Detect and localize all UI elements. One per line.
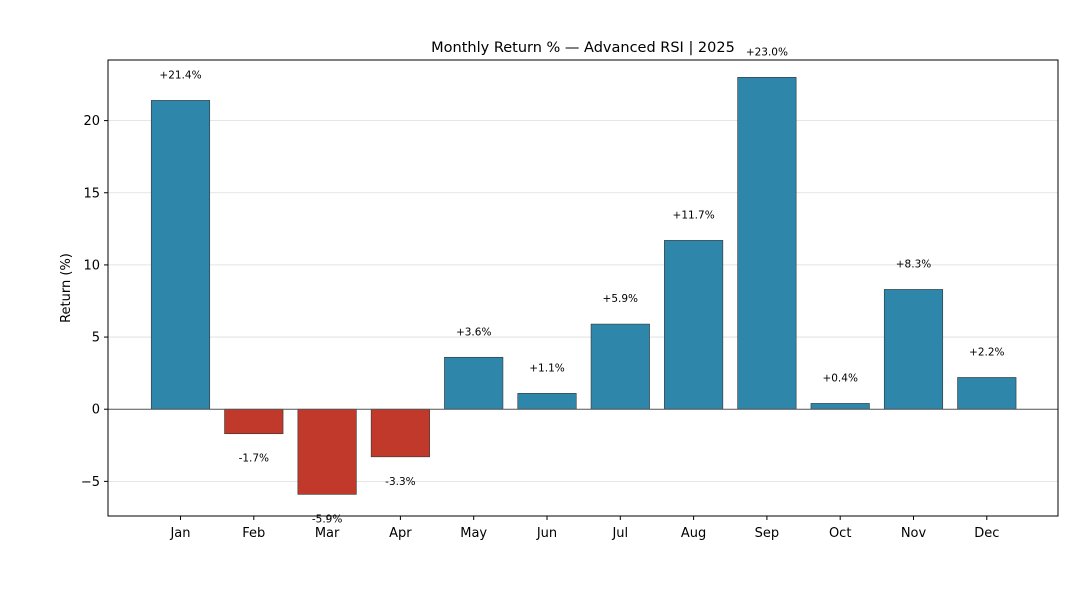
bar-feb — [224, 408, 284, 435]
y-tick-label: 20 — [83, 114, 100, 129]
data-label: +2.2% — [969, 346, 1004, 358]
y-axis-label: Return (%) — [59, 253, 74, 323]
data-label: +1.1% — [529, 362, 564, 374]
bar-mar — [297, 408, 357, 495]
data-label: +8.3% — [896, 258, 931, 270]
x-tick-label-dec: Dec — [974, 526, 999, 541]
y-tick-label: 5 — [92, 331, 100, 346]
bar-dec — [957, 377, 1017, 410]
x-tick-label-oct: Oct — [829, 526, 851, 541]
bar-aug — [664, 240, 724, 410]
bar-may — [444, 356, 504, 410]
data-label: -3.3% — [385, 476, 415, 488]
x-tick-label-feb: Feb — [242, 526, 265, 541]
axis-layer: −5 0 5 10 15 20 Jan Feb Mar Apr May Jun Jul Aug Sep Oct… — [81, 59, 1059, 541]
data-label: -1.7% — [239, 453, 269, 465]
y-tick-label: 0 — [92, 403, 100, 418]
data-label-layer: +21.4%-1.7%-5.9%-3.3%+3.6%+1.1%+5.9%+11.… — [159, 46, 1004, 525]
bar-jun — [517, 393, 577, 410]
data-label: +3.6% — [456, 326, 491, 338]
bar-layer — [150, 77, 1017, 495]
x-tick-label-jun: Jun — [536, 526, 557, 541]
chart-title: Monthly Return % — Advanced RSI | 2025 — [431, 40, 735, 56]
x-tick-label-may: May — [460, 526, 487, 541]
x-tick-label-jul: Jul — [611, 526, 628, 541]
bar-oct — [810, 403, 870, 410]
y-tick-label: 10 — [83, 258, 100, 273]
plot-frame — [107, 59, 1059, 517]
data-label: +0.4% — [822, 372, 857, 384]
bar-jan — [150, 100, 211, 410]
bar-sep — [737, 77, 797, 410]
data-label: +21.4% — [159, 69, 201, 81]
x-tick-label-mar: Mar — [315, 526, 340, 541]
data-label: +23.0% — [746, 46, 788, 58]
bar-jul — [590, 323, 650, 410]
x-tick-label-nov: Nov — [901, 526, 927, 541]
x-tick-label-aug: Aug — [681, 526, 706, 541]
data-label: +5.9% — [603, 293, 638, 305]
x-tick-label-apr: Apr — [389, 526, 412, 541]
bar-nov — [883, 289, 944, 410]
x-tick-label-sep: Sep — [755, 526, 780, 541]
x-tick-label-jan: Jan — [169, 526, 190, 541]
y-tick-label: 15 — [83, 186, 100, 201]
data-label: +11.7% — [673, 209, 715, 221]
y-tick-label: −5 — [81, 475, 100, 490]
bar-apr — [370, 408, 430, 458]
